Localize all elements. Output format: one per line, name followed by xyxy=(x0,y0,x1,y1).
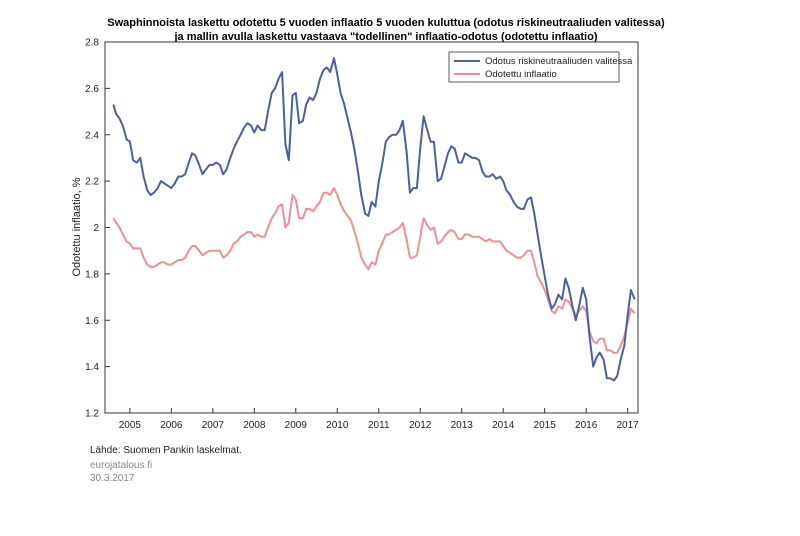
legend-box xyxy=(448,51,620,83)
x-tick-label: 2006 xyxy=(160,420,183,431)
x-tick-label: 2008 xyxy=(243,420,266,431)
x-tick-label: 2005 xyxy=(119,420,142,431)
x-tick-label: 2016 xyxy=(575,420,598,431)
x-axis: 2005 2006 2007 2008 2009 2010 2011 2012 2013 2014… xyxy=(119,408,639,431)
y-tick-label: 1.8 xyxy=(85,269,99,280)
y-tick-label: 1.6 xyxy=(85,316,99,327)
chart-title-line-2: ja mallin avulla laskettu vastaava "tode… xyxy=(174,31,598,43)
x-tick-label: 2007 xyxy=(202,420,225,431)
x-tick-label: 2010 xyxy=(326,420,349,431)
chart-title-line-1: Swaphinnoista laskettu odotettu 5 vuoden… xyxy=(107,17,665,29)
y-axis: 1.2 1.4 1.6 1.8 2 2.2 2.4 2.6 2.8 xyxy=(85,38,110,420)
legend-label-riskineutral: Odotus riskineutraaliuden valitessa xyxy=(485,56,633,67)
y-tick-label: 2.2 xyxy=(85,177,99,188)
y-tick-label: 1.2 xyxy=(85,409,99,420)
series-line-riskineutral xyxy=(112,57,636,382)
x-tick-label: 2017 xyxy=(617,420,640,431)
y-tick-label: 2.4 xyxy=(85,130,99,141)
plot-frame xyxy=(104,41,639,414)
x-tick-label: 2011 xyxy=(368,420,390,431)
x-tick-label: 2012 xyxy=(409,420,432,431)
source-note: Lähde: Suomen Pankin laskelmat. xyxy=(90,445,242,456)
series-line-expected xyxy=(112,187,636,354)
x-tick-label: 2015 xyxy=(534,420,557,431)
x-tick-label: 2014 xyxy=(492,420,515,431)
y-tick-label: 2.6 xyxy=(85,84,99,95)
legend: Odotus riskineutraaliuden valitessa Odot… xyxy=(448,51,633,83)
y-tick-label: 1.4 xyxy=(85,362,99,373)
series-layer xyxy=(112,57,636,382)
y-tick-label: 2 xyxy=(93,223,99,234)
y-axis-label: Odotettu inflaatio, % xyxy=(71,177,83,276)
publish-date: 30.3.2017 xyxy=(90,473,135,484)
x-tick-label: 2013 xyxy=(451,420,474,431)
legend-label-expected: Odotettu inflaatio xyxy=(485,69,557,80)
site-name: eurojatalous.fi xyxy=(90,460,153,471)
y-tick-label: 2.8 xyxy=(85,38,99,49)
x-tick-label: 2009 xyxy=(285,420,308,431)
